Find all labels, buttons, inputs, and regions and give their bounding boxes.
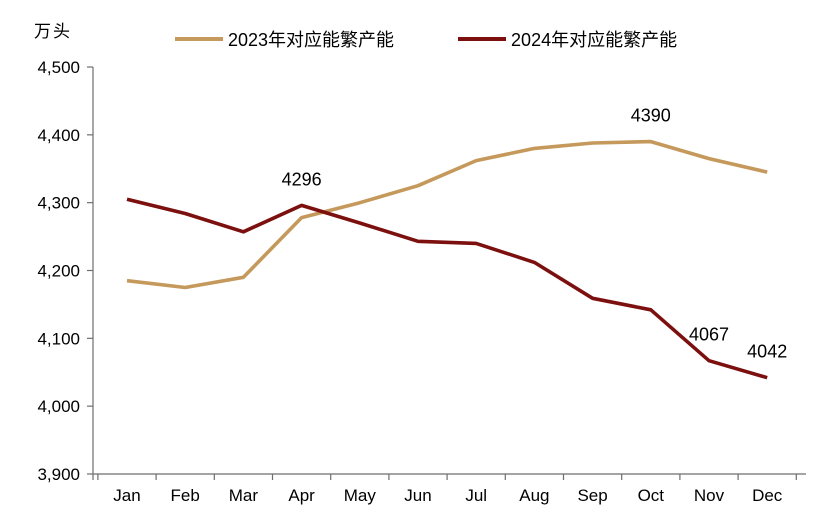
y-tick-label: 4,200 [37, 262, 80, 281]
y-axis-unit-label: 万头 [34, 22, 72, 41]
x-tick-label: Mar [229, 486, 259, 505]
legend-label-2024: 2024年对应能繁产能 [511, 30, 678, 50]
x-tick-label: Feb [171, 486, 200, 505]
y-tick-label: 4,300 [37, 194, 80, 213]
x-tick-label: Jan [113, 486, 140, 505]
legend-line-swatch-2023 [175, 37, 223, 41]
y-tick-label: 4,500 [37, 58, 80, 77]
x-tick-label: Apr [288, 486, 315, 505]
x-tick-label: Sep [577, 486, 607, 505]
data-label-4390: 4390 [631, 106, 671, 126]
x-tick-label: Aug [519, 486, 549, 505]
series-line-2024 [126, 197, 768, 380]
legend-item-2023: 2023年对应能繁产能 [175, 26, 394, 52]
y-tick-label: 4,000 [37, 397, 80, 416]
x-tick-label: Jul [465, 486, 487, 505]
x-tick-label: May [344, 486, 377, 505]
x-tick-label: Oct [638, 486, 665, 505]
y-tick-label: 4,400 [37, 126, 80, 145]
x-tick-label: Jun [404, 486, 431, 505]
data-label-4067: 4067 [689, 325, 729, 345]
legend: 2023年对应能繁产能 2024年对应能繁产能 [175, 26, 677, 52]
x-tick-label: Dec [752, 486, 783, 505]
legend-label-2023: 2023年对应能繁产能 [228, 30, 395, 50]
y-tick-label: 4,100 [37, 329, 80, 348]
data-label-4296: 4296 [282, 169, 322, 189]
y-tick-label: 3,900 [37, 465, 80, 484]
legend-line-swatch-2024 [458, 37, 507, 41]
data-label-4042: 4042 [747, 342, 787, 362]
legend-item-2024: 2024年对应能繁产能 [458, 26, 677, 52]
x-tick-label: Nov [694, 486, 725, 505]
series-line-2023 [126, 139, 768, 290]
